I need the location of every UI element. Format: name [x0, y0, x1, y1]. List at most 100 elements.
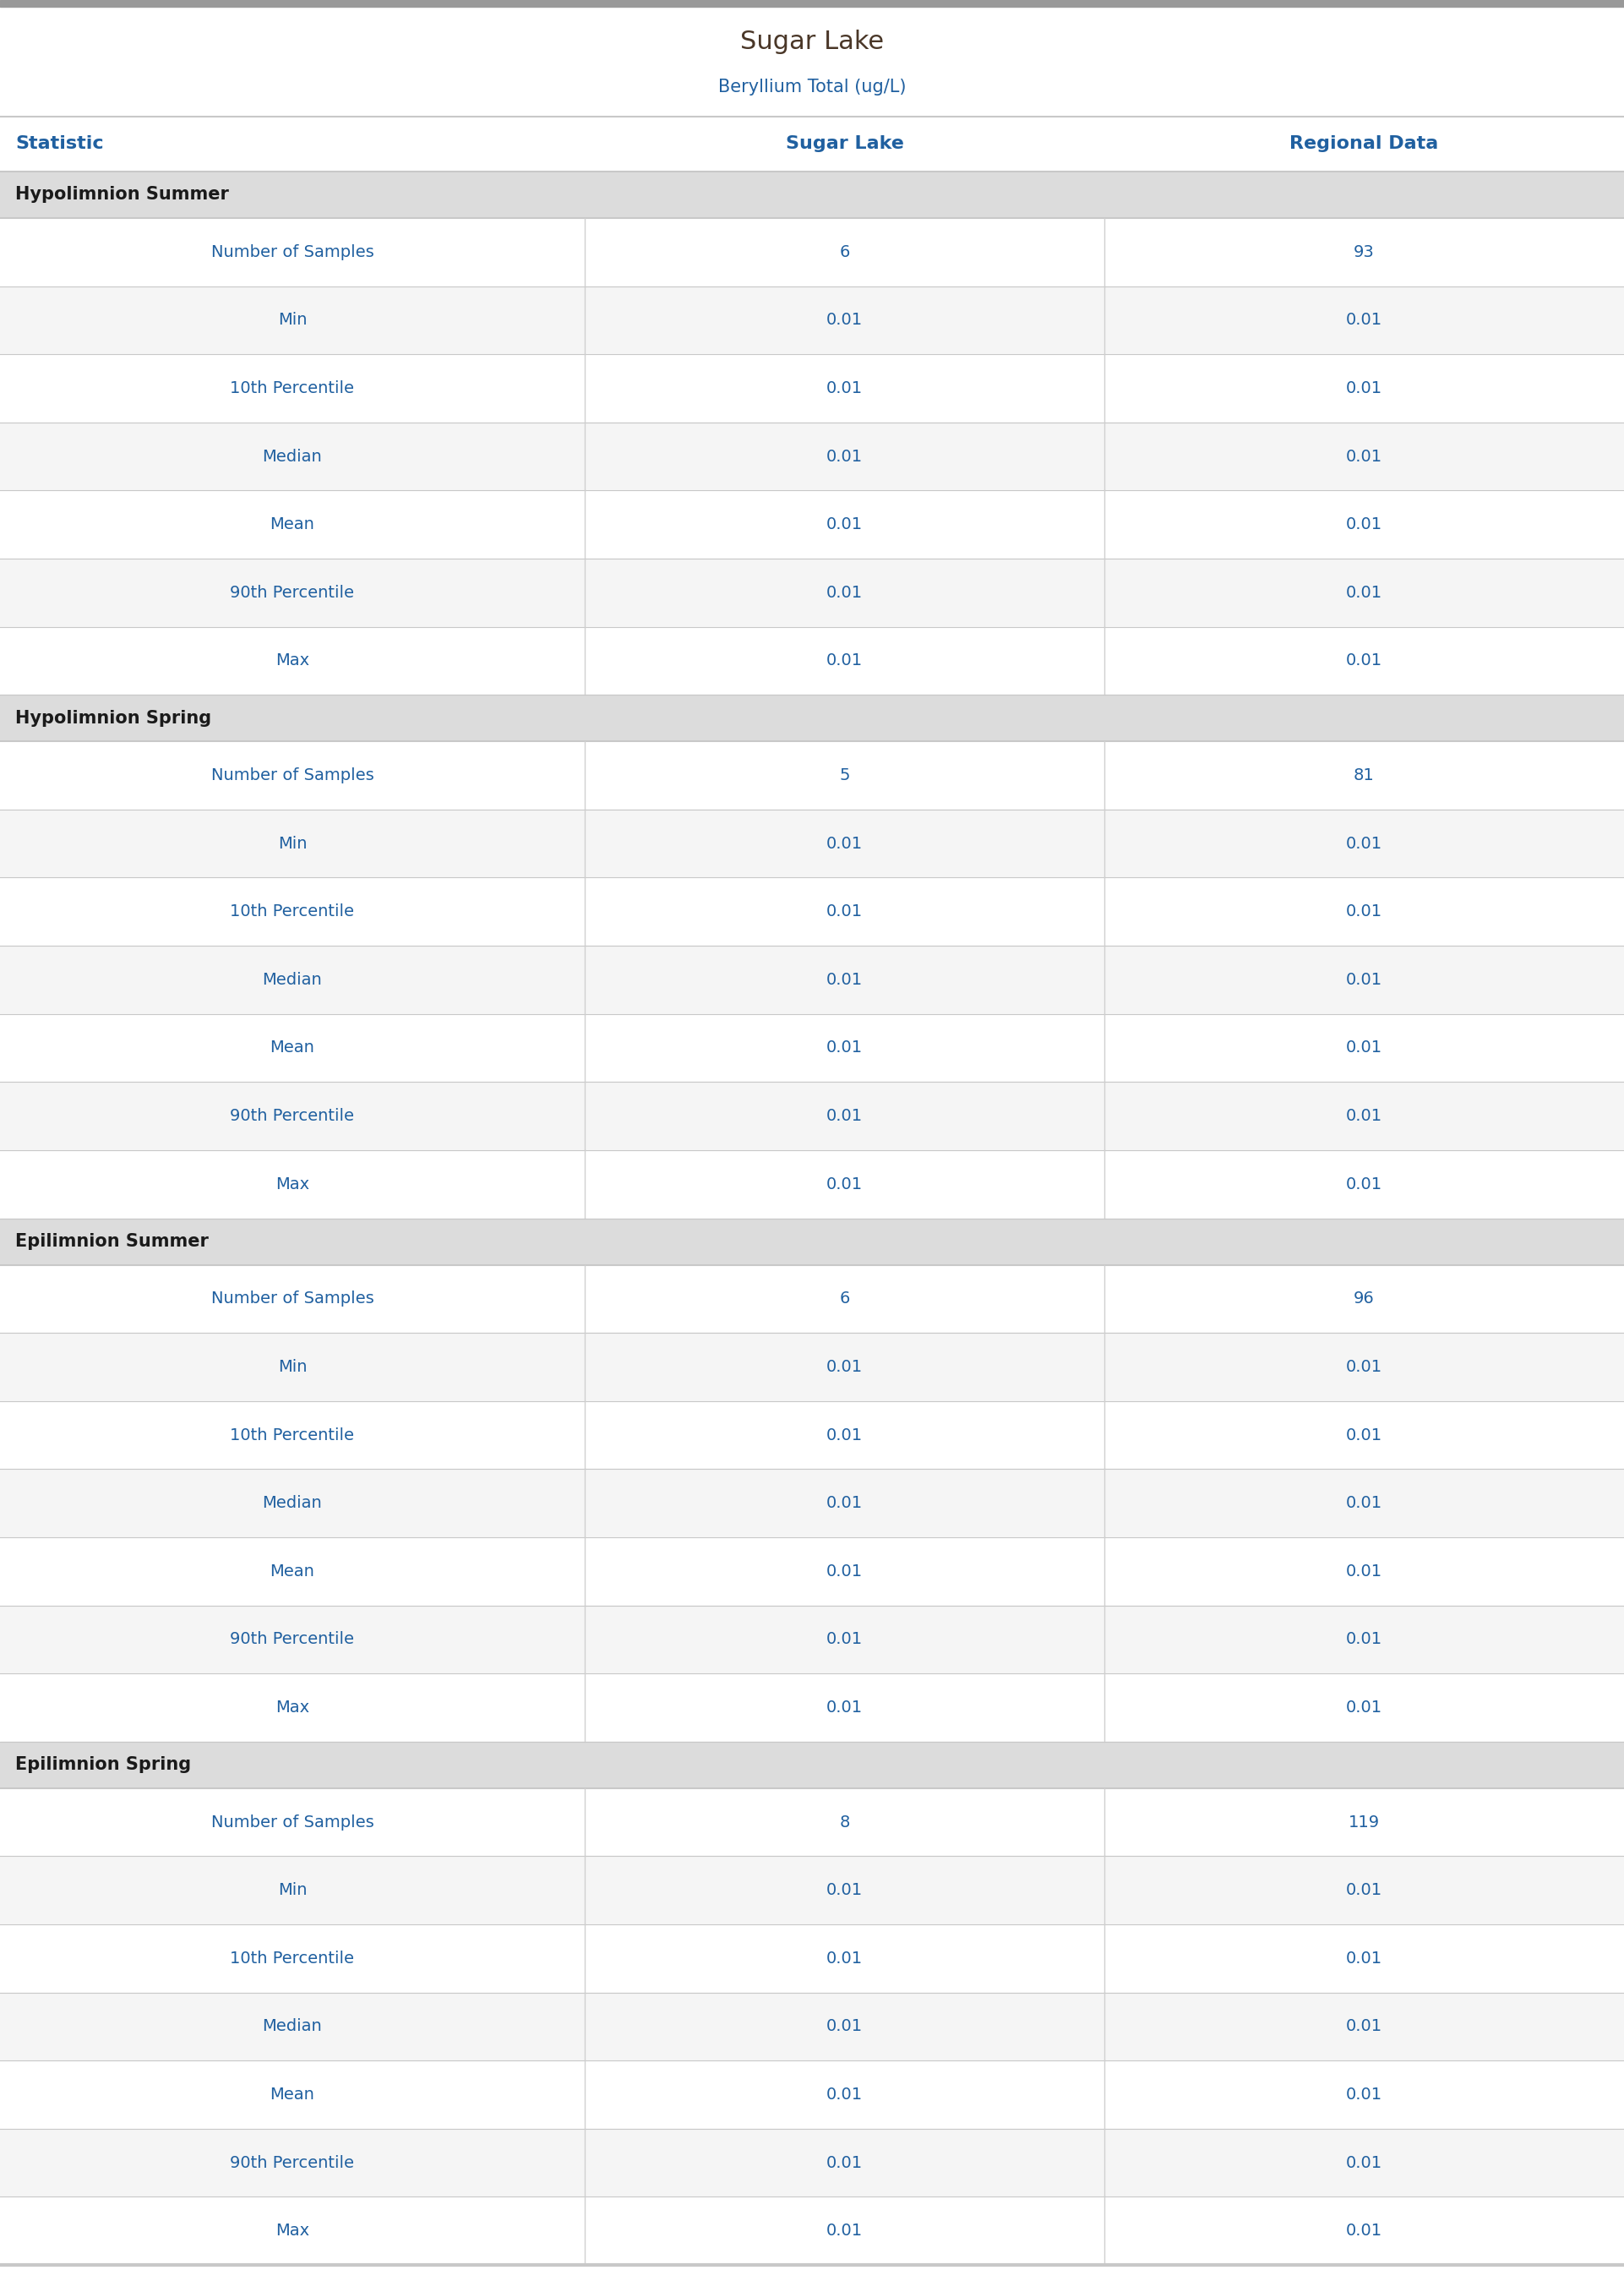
- Text: 0.01: 0.01: [827, 2154, 862, 2170]
- Text: 0.01: 0.01: [1346, 1632, 1382, 1648]
- Bar: [0, 695, 1624, 742]
- Text: 90th Percentile: 90th Percentile: [231, 2154, 354, 2170]
- Text: 0.01: 0.01: [827, 1108, 862, 1124]
- Text: Median: Median: [263, 449, 322, 465]
- Bar: [0, 1401, 1624, 1469]
- Bar: [0, 1993, 1624, 2061]
- Text: Mean: Mean: [270, 1564, 315, 1580]
- Text: 0.01: 0.01: [1346, 1564, 1382, 1580]
- Text: 0.01: 0.01: [1346, 1950, 1382, 1966]
- Text: 0.01: 0.01: [1346, 654, 1382, 670]
- Text: 0.01: 0.01: [1346, 586, 1382, 602]
- Text: 0.01: 0.01: [1346, 449, 1382, 465]
- Bar: [585, 1151, 1624, 1219]
- Bar: [0, 558, 1624, 627]
- Bar: [0, 173, 1624, 218]
- Text: 0.01: 0.01: [827, 586, 862, 602]
- Text: 0.01: 0.01: [827, 2086, 862, 2102]
- Text: Mean: Mean: [270, 2086, 315, 2102]
- Bar: [585, 1469, 1624, 1537]
- Text: 8: 8: [840, 1814, 849, 1830]
- Text: 81: 81: [1354, 767, 1374, 783]
- Bar: [585, 1673, 1624, 1741]
- Text: 0.01: 0.01: [827, 1360, 862, 1376]
- Bar: [585, 2197, 1624, 2265]
- Bar: [0, 2129, 1624, 2197]
- Text: 0.01: 0.01: [1346, 1360, 1382, 1376]
- Bar: [0, 810, 1624, 878]
- Bar: [0, 1605, 1624, 1673]
- Bar: [0, 1857, 1624, 1925]
- Bar: [0, 354, 1624, 422]
- Text: 0.01: 0.01: [827, 313, 862, 329]
- Bar: [585, 627, 1624, 695]
- Text: 0.01: 0.01: [1346, 1700, 1382, 1716]
- Bar: [0, 1219, 1624, 1264]
- Text: 90th Percentile: 90th Percentile: [231, 586, 354, 602]
- Text: 0.01: 0.01: [827, 449, 862, 465]
- Text: 5: 5: [840, 767, 849, 783]
- Bar: [585, 1857, 1624, 1925]
- Bar: [0, 878, 1624, 947]
- Bar: [585, 2129, 1624, 2197]
- Text: Median: Median: [263, 1496, 322, 1512]
- Text: Min: Min: [278, 1360, 307, 1376]
- Text: Median: Median: [263, 972, 322, 987]
- Bar: [585, 218, 1624, 286]
- Bar: [0, 1537, 1624, 1605]
- Text: Min: Min: [278, 313, 307, 329]
- Bar: [0, 1332, 1624, 1401]
- Text: 0.01: 0.01: [1346, 313, 1382, 329]
- Bar: [585, 1789, 1624, 1857]
- Text: Mean: Mean: [270, 1040, 315, 1056]
- Text: Min: Min: [278, 835, 307, 851]
- Text: Epilimnion Spring: Epilimnion Spring: [15, 1757, 192, 1773]
- Text: Min: Min: [278, 1882, 307, 1898]
- Text: Hypolimnion Summer: Hypolimnion Summer: [15, 186, 229, 204]
- Text: 0.01: 0.01: [1346, 2018, 1382, 2034]
- Text: Hypolimnion Spring: Hypolimnion Spring: [15, 711, 211, 726]
- Text: 0.01: 0.01: [827, 654, 862, 670]
- Bar: [0, 742, 1624, 810]
- Text: 10th Percentile: 10th Percentile: [231, 1428, 354, 1444]
- Bar: [585, 742, 1624, 810]
- Text: Max: Max: [276, 1700, 309, 1716]
- Bar: [585, 947, 1624, 1015]
- Text: 0.01: 0.01: [1346, 518, 1382, 533]
- Bar: [585, 1537, 1624, 1605]
- Text: 0.01: 0.01: [827, 1040, 862, 1056]
- Text: 0.01: 0.01: [1346, 381, 1382, 397]
- Text: 0.01: 0.01: [1346, 2222, 1382, 2238]
- Bar: [585, 422, 1624, 490]
- Text: 0.01: 0.01: [827, 1564, 862, 1580]
- Text: 0.01: 0.01: [1346, 1496, 1382, 1512]
- Text: Max: Max: [276, 654, 309, 670]
- Bar: [585, 878, 1624, 947]
- Text: 0.01: 0.01: [827, 518, 862, 533]
- Text: 90th Percentile: 90th Percentile: [231, 1108, 354, 1124]
- Bar: [0, 1151, 1624, 1219]
- Text: 0.01: 0.01: [827, 1496, 862, 1512]
- Bar: [0, 0, 1624, 7]
- Bar: [0, 490, 1624, 558]
- Text: Regional Data: Regional Data: [1289, 136, 1439, 152]
- Text: Median: Median: [263, 2018, 322, 2034]
- Text: Statistic: Statistic: [15, 136, 104, 152]
- Text: Max: Max: [276, 2222, 309, 2238]
- Bar: [585, 1993, 1624, 2061]
- Text: 0.01: 0.01: [1346, 903, 1382, 919]
- Text: 0.01: 0.01: [827, 835, 862, 851]
- Bar: [585, 1925, 1624, 1993]
- Text: 6: 6: [840, 245, 849, 261]
- Text: 0.01: 0.01: [1346, 1040, 1382, 1056]
- Bar: [585, 558, 1624, 627]
- Text: 6: 6: [840, 1292, 849, 1308]
- Bar: [0, 1925, 1624, 1993]
- Text: 0.01: 0.01: [1346, 2086, 1382, 2102]
- Bar: [0, 1469, 1624, 1537]
- Bar: [585, 286, 1624, 354]
- Bar: [585, 354, 1624, 422]
- Bar: [0, 422, 1624, 490]
- Text: 0.01: 0.01: [827, 1700, 862, 1716]
- Bar: [585, 1015, 1624, 1083]
